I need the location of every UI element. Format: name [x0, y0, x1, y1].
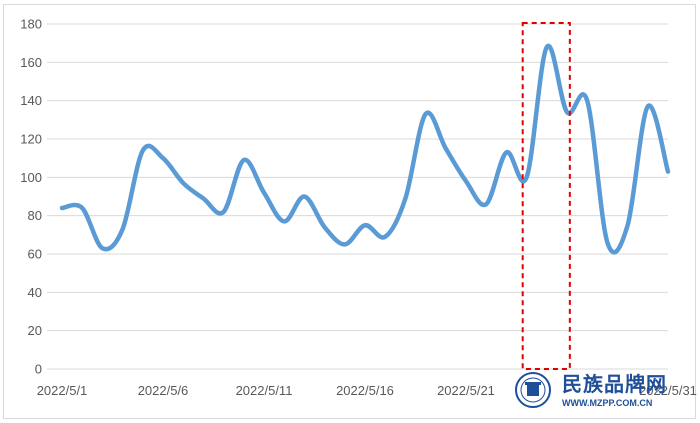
highlight-layer	[521, 22, 571, 370]
y-tick-label: 80	[28, 208, 42, 223]
x-tick-label: 2022/5/31	[639, 383, 697, 398]
y-tick-label: 100	[20, 170, 42, 185]
series-layer	[59, 43, 671, 255]
x-tick-label: 2022/5/1	[37, 383, 88, 398]
y-tick-label: 160	[20, 55, 42, 70]
watermark: 民族品牌网 WWW.MZPP.COM.CN	[515, 372, 667, 408]
y-tick-label: 0	[35, 362, 42, 377]
y-tick-label: 60	[28, 247, 42, 262]
y-tick-label: 20	[28, 323, 42, 338]
watermark-seal-roof	[525, 382, 541, 385]
y-axis-ticks: 0 20 40 60 80 100 120 140 160 180	[20, 17, 42, 377]
y-tick-label: 40	[28, 285, 42, 300]
highlight-box	[521, 22, 571, 370]
gridlines	[47, 23, 668, 370]
watermark-seal-emblem	[527, 385, 539, 396]
x-tick-label: 2022/5/16	[336, 383, 394, 398]
y-tick-label: 140	[20, 93, 42, 108]
watermark-seal-inner	[520, 377, 546, 403]
watermark-name: 民族品牌网	[562, 372, 667, 396]
x-axis-ticks: 2022/5/1 2022/5/6 2022/5/11 2022/5/16 2022/5…	[37, 383, 697, 398]
x-tick-label: 2022/5/11	[236, 383, 293, 398]
chart-border	[3, 4, 696, 419]
y-tick-label: 120	[20, 132, 42, 147]
y-tick-label: 180	[20, 17, 42, 32]
watermark-url: WWW.MZPP.COM.CN	[562, 398, 652, 408]
x-tick-label: 2022/5/21	[437, 383, 495, 398]
series-line	[59, 43, 671, 255]
x-tick-label: 2022/5/6	[138, 383, 189, 398]
